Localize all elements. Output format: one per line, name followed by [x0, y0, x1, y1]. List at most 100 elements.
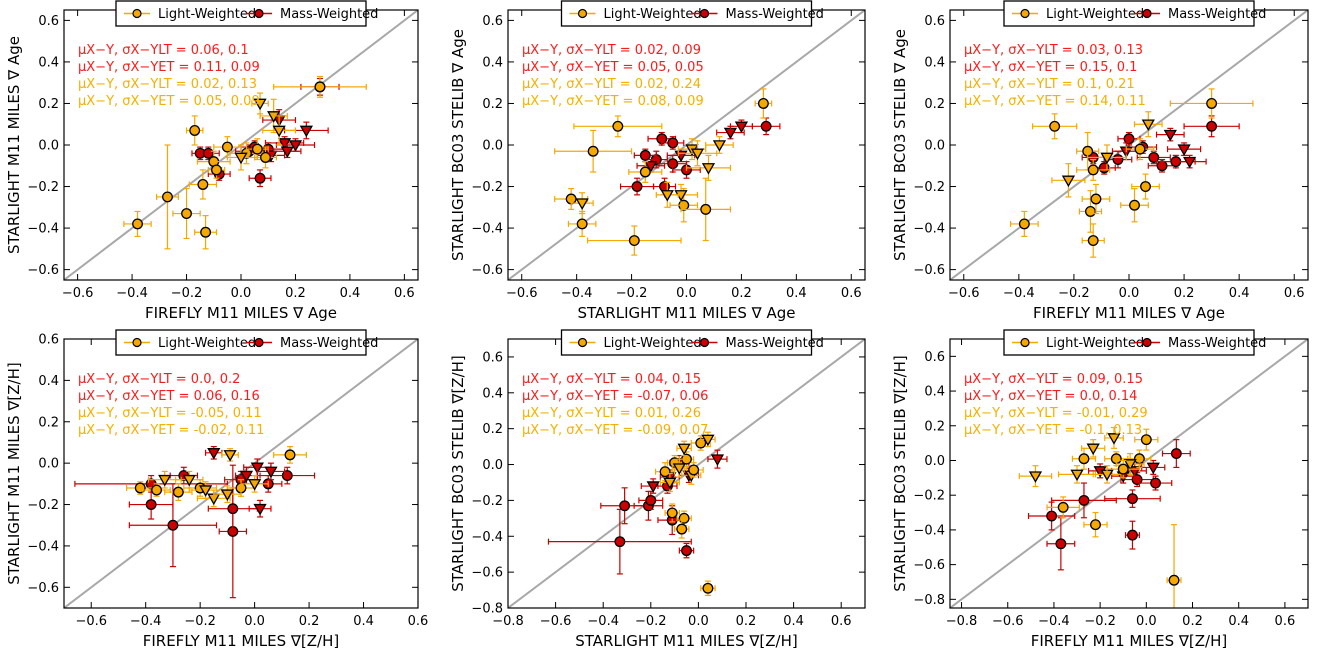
- data-point-circle: [614, 536, 626, 548]
- y-tick-label: 0.6: [924, 350, 945, 365]
- stats-annotation: μX−Y, σX−YLT = 0.02, 0.09 μX−Y, σX−YET = …: [522, 43, 704, 109]
- data-point-circle: [151, 484, 163, 496]
- y-tick-label: 0.4: [38, 55, 59, 70]
- plot-area: [950, 10, 1308, 280]
- data-point-circle: [1087, 164, 1099, 176]
- data-point-triangle: [1163, 129, 1177, 142]
- stat-line: μX−Y, σX−YLT = -0.05, 0.11: [78, 406, 262, 421]
- y-tick-label: 0.0: [482, 139, 503, 154]
- legend-marker-mass: [254, 8, 264, 19]
- y-tick-label: −0.6: [471, 566, 503, 581]
- data-point-circle: [700, 203, 712, 215]
- y-tick-label: −0.6: [471, 263, 503, 278]
- y-axis-label: STARLIGHT M11 MILES ∇[Z/H]: [5, 362, 23, 584]
- x-tick-label: −0.6: [75, 614, 107, 629]
- y-tick-label: 0.0: [482, 458, 503, 473]
- data-point-triangle: [646, 481, 660, 493]
- x-tick-label: 0.2: [285, 286, 306, 301]
- stat-line: μX−Y, σX−YET = 0.05, 0.09: [78, 94, 260, 109]
- data-point-circle: [181, 208, 192, 219]
- y-tick-label: 0.4: [482, 55, 503, 70]
- data-point-triangle: [198, 485, 213, 497]
- y-axis-label: STARLIGHT BC03 STELIB ∇ Age: [891, 29, 909, 261]
- data-point-circle: [1129, 199, 1140, 211]
- y-tick-label: −0.6: [27, 263, 59, 278]
- stats-annotation: μX−Y, σX−YLT = 0.04, 0.15 μX−Y, σX−YET = …: [522, 372, 708, 438]
- stat-line: μX−Y, σX−YET = 0.15, 0.1: [964, 60, 1137, 75]
- stats-annotation: μX−Y, σX−YLT = 0.03, 0.13 μX−Y, σX−YET = …: [964, 43, 1146, 109]
- data-point-triangle: [663, 477, 677, 490]
- x-tick-label: 0.6: [1284, 286, 1305, 301]
- data-point-circle: [666, 507, 678, 519]
- data-point-circle: [1168, 574, 1180, 586]
- stat-line: μX−Y, σX−YET = -0.07, 0.06: [522, 389, 708, 404]
- x-tick-label: −0.6: [540, 614, 572, 629]
- series-light: [1018, 426, 1182, 608]
- data-point-triangle: [1061, 175, 1076, 188]
- x-tick-label: −0.2: [616, 286, 648, 301]
- y-tick-label: 0.4: [924, 385, 945, 400]
- stat-line: μX−Y, σX−YLT = -0.01, 0.29: [964, 406, 1148, 421]
- legend-label-light: Light-Weighted: [158, 7, 256, 22]
- x-tick-label: −0.8: [946, 614, 978, 629]
- data-point-circle: [612, 120, 624, 132]
- y-tick-label: 0.2: [924, 419, 945, 434]
- stat-line: μX−Y, σX−YET = 0.0, 0.14: [964, 389, 1137, 404]
- stat-line: μX−Y, σX−YLT = 0.06, 0.1: [78, 43, 249, 58]
- y-tick-label: −0.2: [27, 180, 59, 195]
- x-tick-label: 0.0: [676, 286, 697, 301]
- data-point-triangle: [1141, 119, 1155, 132]
- y-tick-label: −0.4: [27, 222, 59, 237]
- data-point-circle: [211, 164, 222, 176]
- data-point-triangle: [250, 462, 264, 475]
- data-point-circle: [172, 486, 184, 498]
- data-point-triangle: [674, 150, 688, 163]
- y-tick-label: 0.0: [924, 139, 945, 154]
- x-tick-label: 0.6: [394, 286, 415, 301]
- x-tick-label: 0.2: [731, 286, 752, 301]
- stat-line: μX−Y, σX−YLT = 0.02, 0.09: [522, 43, 701, 58]
- data-point-circle: [757, 98, 769, 109]
- y-tick-label: 0.2: [482, 422, 503, 437]
- panel-3: −0.6 −0.4 −0.2 0.0 0.2 0.4 0.6 −0.6 −0.4 −0.2 0.0 0…: [891, 0, 1309, 322]
- x-tick-label: 0.2: [736, 614, 757, 629]
- data-point-triangle: [660, 190, 674, 202]
- data-point-circle: [645, 494, 657, 506]
- data-point-triangle: [674, 190, 688, 202]
- stat-line: μX−Y, σX−YET = -0.09, 0.07: [522, 423, 708, 438]
- data-point-circle: [1049, 120, 1061, 132]
- data-point-circle: [227, 503, 239, 515]
- data-point-circle: [1140, 181, 1151, 192]
- data-point-circle: [260, 152, 271, 163]
- y-tick-label: 0.6: [924, 14, 945, 29]
- legend-label-mass: Mass-Weighted: [1168, 7, 1266, 22]
- legend-box: [1003, 0, 1255, 27]
- data-point-circle: [667, 137, 679, 149]
- legend-marker-mass: [1142, 337, 1152, 348]
- data-point-circle: [1098, 162, 1110, 174]
- data-point-circle: [134, 482, 146, 494]
- data-point-circle: [1112, 154, 1124, 165]
- x-axis-label: FIREFLY M11 MILES ∇[Z/H]: [1031, 632, 1228, 650]
- y-tick-label: −0.6: [913, 558, 945, 573]
- legend-marker-light: [1020, 8, 1030, 19]
- data-point-triangle: [234, 152, 248, 165]
- x-tick-label: 0.0: [244, 614, 265, 629]
- data-point-circle: [587, 145, 599, 157]
- data-point-triangle: [1182, 156, 1197, 169]
- plot-area: [508, 339, 865, 608]
- stats-annotation: μX−Y, σX−YLT = 0.0, 0.2 μX−Y, σX−YET = 0.…: [78, 372, 264, 438]
- legend-marker-light: [577, 8, 588, 19]
- data-point-triangle: [1177, 144, 1191, 156]
- data-point-circle: [314, 81, 326, 93]
- data-point-triangle: [701, 163, 716, 175]
- plot-area: [64, 339, 418, 608]
- y-tick-label: −0.6: [913, 263, 945, 278]
- x-tick-label: −0.2: [171, 286, 203, 301]
- x-tick-label: −0.6: [62, 286, 94, 301]
- y-tick-label: 0.0: [38, 457, 59, 472]
- x-tick-label: −0.4: [130, 614, 162, 629]
- x-tick-label: −0.2: [184, 614, 216, 629]
- data-point-triangle: [253, 503, 267, 516]
- y-tick-label: −0.4: [471, 530, 503, 545]
